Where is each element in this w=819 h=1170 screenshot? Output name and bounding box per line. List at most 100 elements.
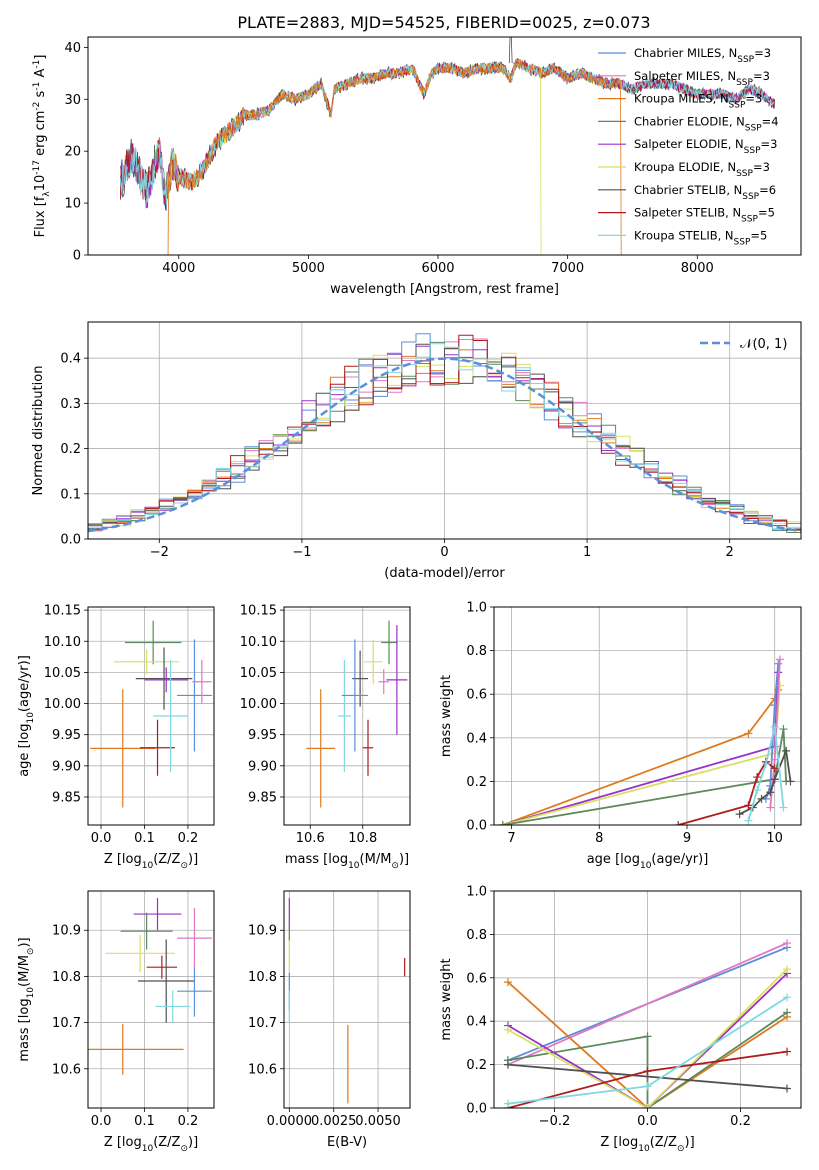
axes-frame [493,606,802,826]
y-tick-label: 10.6 [52,1062,81,1077]
y-tick-label: 0 [73,249,81,264]
legend-label: Salpeter ELODIE, NSSP=3 [634,137,777,156]
weight-marker [643,1104,652,1108]
x-axis-label: Z [log10(Z/Z⊙)] [104,852,198,871]
y-tick-label: 9.95 [52,728,81,743]
weight-marker [744,729,753,738]
x-tick-label: 0.0 [91,1114,112,1129]
spectrum-spike [508,37,513,63]
y-tick-label: 0.4 [60,352,81,367]
weight-marker [786,777,795,786]
legend-label: Kroupa ELODIE, NSSP=3 [634,160,770,179]
y-tick-label: 0.0 [60,533,81,548]
weight-marker [761,759,770,768]
plot-area [306,620,408,808]
x-tick-label: 6000 [421,261,454,276]
legend-label: Kroupa MILES, NSSP=3 [634,92,762,111]
y-tick-label: 0.0 [466,1102,487,1117]
y-tick-label: 9.90 [248,759,277,774]
x-tick-label: 0.2 [178,1114,199,1129]
weight-marker [766,803,775,812]
y-tick-label: 0.0 [466,819,487,834]
y-tick-label: 10 [64,197,81,212]
spectrum-line [120,59,775,205]
histogram-step [88,343,801,530]
weight-marker [503,1025,512,1034]
weight-marker [783,1008,792,1017]
x-tick-label: 0 [440,545,448,560]
y-tick-label: 0.4 [466,731,487,746]
y-tick-label: 0.6 [466,971,487,986]
panel-residuals: −2 −1 0 1 2 0.0 0.1 0.2 0.3 0.4 (data-model)/error… [31,321,802,581]
x-tick-label: 2 [726,545,734,560]
panel-weight_vs_age: 7 8 9 10 0.0 0.2 0.4 0.6 0.8 1.0 age [log10(age/yr… [439,601,802,871]
y-tick-label: 0.2 [60,442,81,457]
y-tick-label: 9.85 [52,790,81,805]
y-tick-label: 0.3 [60,397,81,412]
weight-marker [783,939,792,948]
x-tick-label: 8000 [681,261,714,276]
y-tick-label: 10.10 [240,635,277,650]
weight-marker [782,746,791,755]
weight-marker [735,810,744,819]
x-axis-label: Z [log10(Z/Z⊙)] [104,1135,198,1154]
axes-frame [87,606,215,826]
y-tick-label: 10.9 [52,924,81,939]
x-axis-label: wavelength [Angstrom, rest frame] [330,282,559,297]
y-tick-label: 1.0 [466,885,487,900]
histogram-step [88,343,801,530]
plot-area [88,333,801,533]
y-tick-label: 0.2 [466,1058,487,1073]
y-axis-label: mass weight [439,675,454,757]
weight-marker [674,821,683,825]
x-tick-label: 5000 [292,261,325,276]
y-tick-label: 10.00 [240,697,277,712]
panels: 4000 5000 6000 7000 8000010203040wavelength … [17,36,802,1154]
x-tick-label: 7 [507,831,515,846]
axes-frame [87,321,802,540]
x-tick-label: 10.6 [296,831,325,846]
weight-line [507,968,788,1108]
x-tick-label: 10 [766,831,783,846]
plot-area [90,620,212,808]
axes-frame [87,890,215,1109]
legend-label: Chabrier STELIB, NSSP=6 [634,183,776,202]
panel-mass_vs_Z: 0.0 0.1 0.2 10.6 10.7 10.8 10.9 Z [log10(Z/Z⊙)]… [17,890,215,1154]
panel-weight_vs_Z: −0.2 0.0 0.2 0.0 0.2 0.4 0.6 0.8 1.0 Z [log10(Z/Z… [439,885,802,1154]
legend-label: Salpeter STELIB, NSSP=5 [634,206,775,225]
x-tick-label: 0.1 [134,831,155,846]
plot-area [120,37,775,255]
weight-marker [757,794,766,803]
x-tick-label: 0.0050 [355,1114,401,1129]
y-tick-label: 10.05 [44,666,81,681]
y-tick-label: 20 [64,145,81,160]
weight-marker [770,775,779,784]
weight-marker [498,821,507,825]
weight-marker [783,993,792,1002]
x-tick-label: 7000 [551,261,584,276]
axes-frame [493,890,802,1109]
plot-area [498,655,795,825]
weight-marker [770,722,779,731]
x-tick-label: 10.8 [348,831,377,846]
normal-curve [88,357,801,533]
y-tick-label: 40 [64,41,81,56]
x-tick-label: 0.0 [91,831,112,846]
weight-marker [503,1060,512,1069]
weight-marker [775,681,784,690]
y-tick-label: 0.8 [466,928,487,943]
legend-label: Chabrier ELODIE, NSSP=4 [634,114,779,133]
x-axis-label: Z [log10(Z/Z⊙)] [600,1135,694,1154]
histogram-step [88,334,801,531]
y-tick-label: 9.95 [248,728,277,743]
x-tick-label: −2 [150,545,169,560]
spectrum-line [167,59,622,255]
weight-line [502,728,787,825]
weight-marker [643,1067,652,1076]
weight-marker [775,655,784,664]
weight-marker [770,755,779,764]
y-tick-label: 9.90 [52,759,81,774]
y-tick-label: 10.15 [44,604,81,619]
legend: 𝒩(0, 1) [700,337,787,352]
